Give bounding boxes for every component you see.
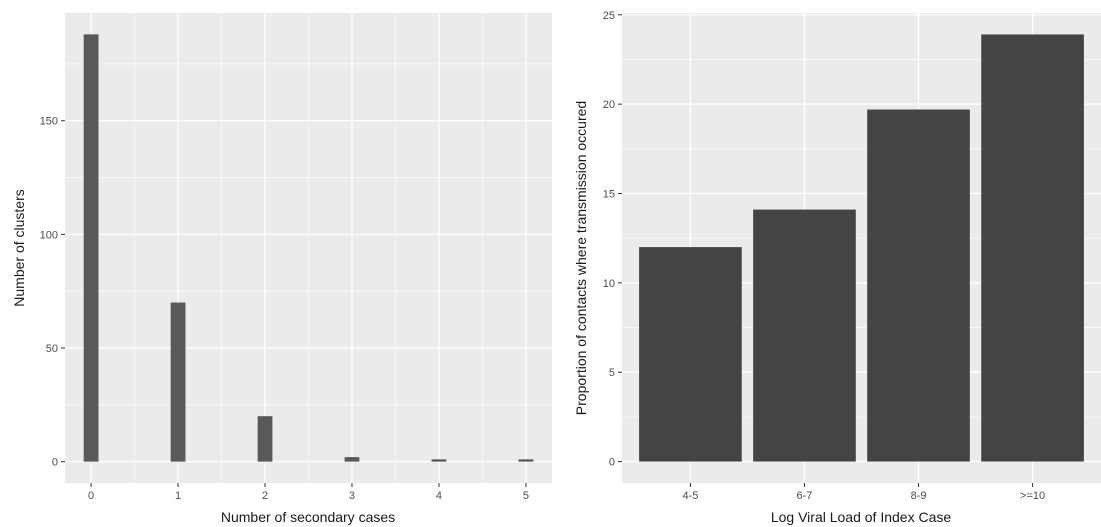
y-tick-label: 100 (40, 229, 58, 241)
x-tick-label: 5 (523, 490, 529, 502)
bar (83, 34, 99, 462)
y-tick-label: 25 (603, 10, 615, 22)
x-tick-label: 8-9 (911, 490, 927, 502)
x-tick-label: 4 (436, 490, 442, 502)
x-axis-title: Number of secondary cases (221, 509, 395, 525)
y-axis-title: Number of clusters (11, 189, 27, 306)
y-tick-label: 0 (609, 457, 615, 469)
viral-load-bar-chart: 0 5 10 15 20 25 4-5 6-7 8-9 >=10 Log Viral Load o… (573, 10, 1101, 525)
bar (170, 302, 186, 462)
x-tick-label: 6-7 (797, 490, 813, 502)
y-tick-label: 50 (46, 343, 58, 355)
y-tick-label: 0 (52, 457, 58, 469)
y-tick-label: 150 (40, 116, 58, 128)
secondary-cases-histogram: 0 50 100 150 0 1 2 3 4 5 Number of secondary case… (11, 13, 552, 525)
bar (753, 209, 856, 462)
bar (867, 109, 970, 462)
bar (518, 459, 534, 462)
bar (981, 34, 1084, 462)
y-tick-label: 15 (603, 188, 615, 200)
x-tick-label: 2 (262, 490, 268, 502)
bar (257, 416, 273, 462)
y-tick-label: 5 (609, 367, 615, 379)
bar (344, 457, 360, 462)
y-tick-label: 10 (603, 278, 615, 290)
x-axis-title: Log Viral Load of Index Case (771, 509, 952, 525)
bar (639, 247, 742, 462)
x-tick-label: >=10 (1020, 490, 1045, 502)
x-tick-label: 3 (349, 490, 355, 502)
y-axis-title: Proportion of contacts where transmissio… (573, 101, 589, 415)
bar (431, 459, 447, 462)
x-tick-label: 4-5 (682, 490, 698, 502)
x-tick-label: 1 (175, 490, 181, 502)
x-tick-label: 0 (88, 490, 94, 502)
y-tick-label: 20 (603, 99, 615, 111)
